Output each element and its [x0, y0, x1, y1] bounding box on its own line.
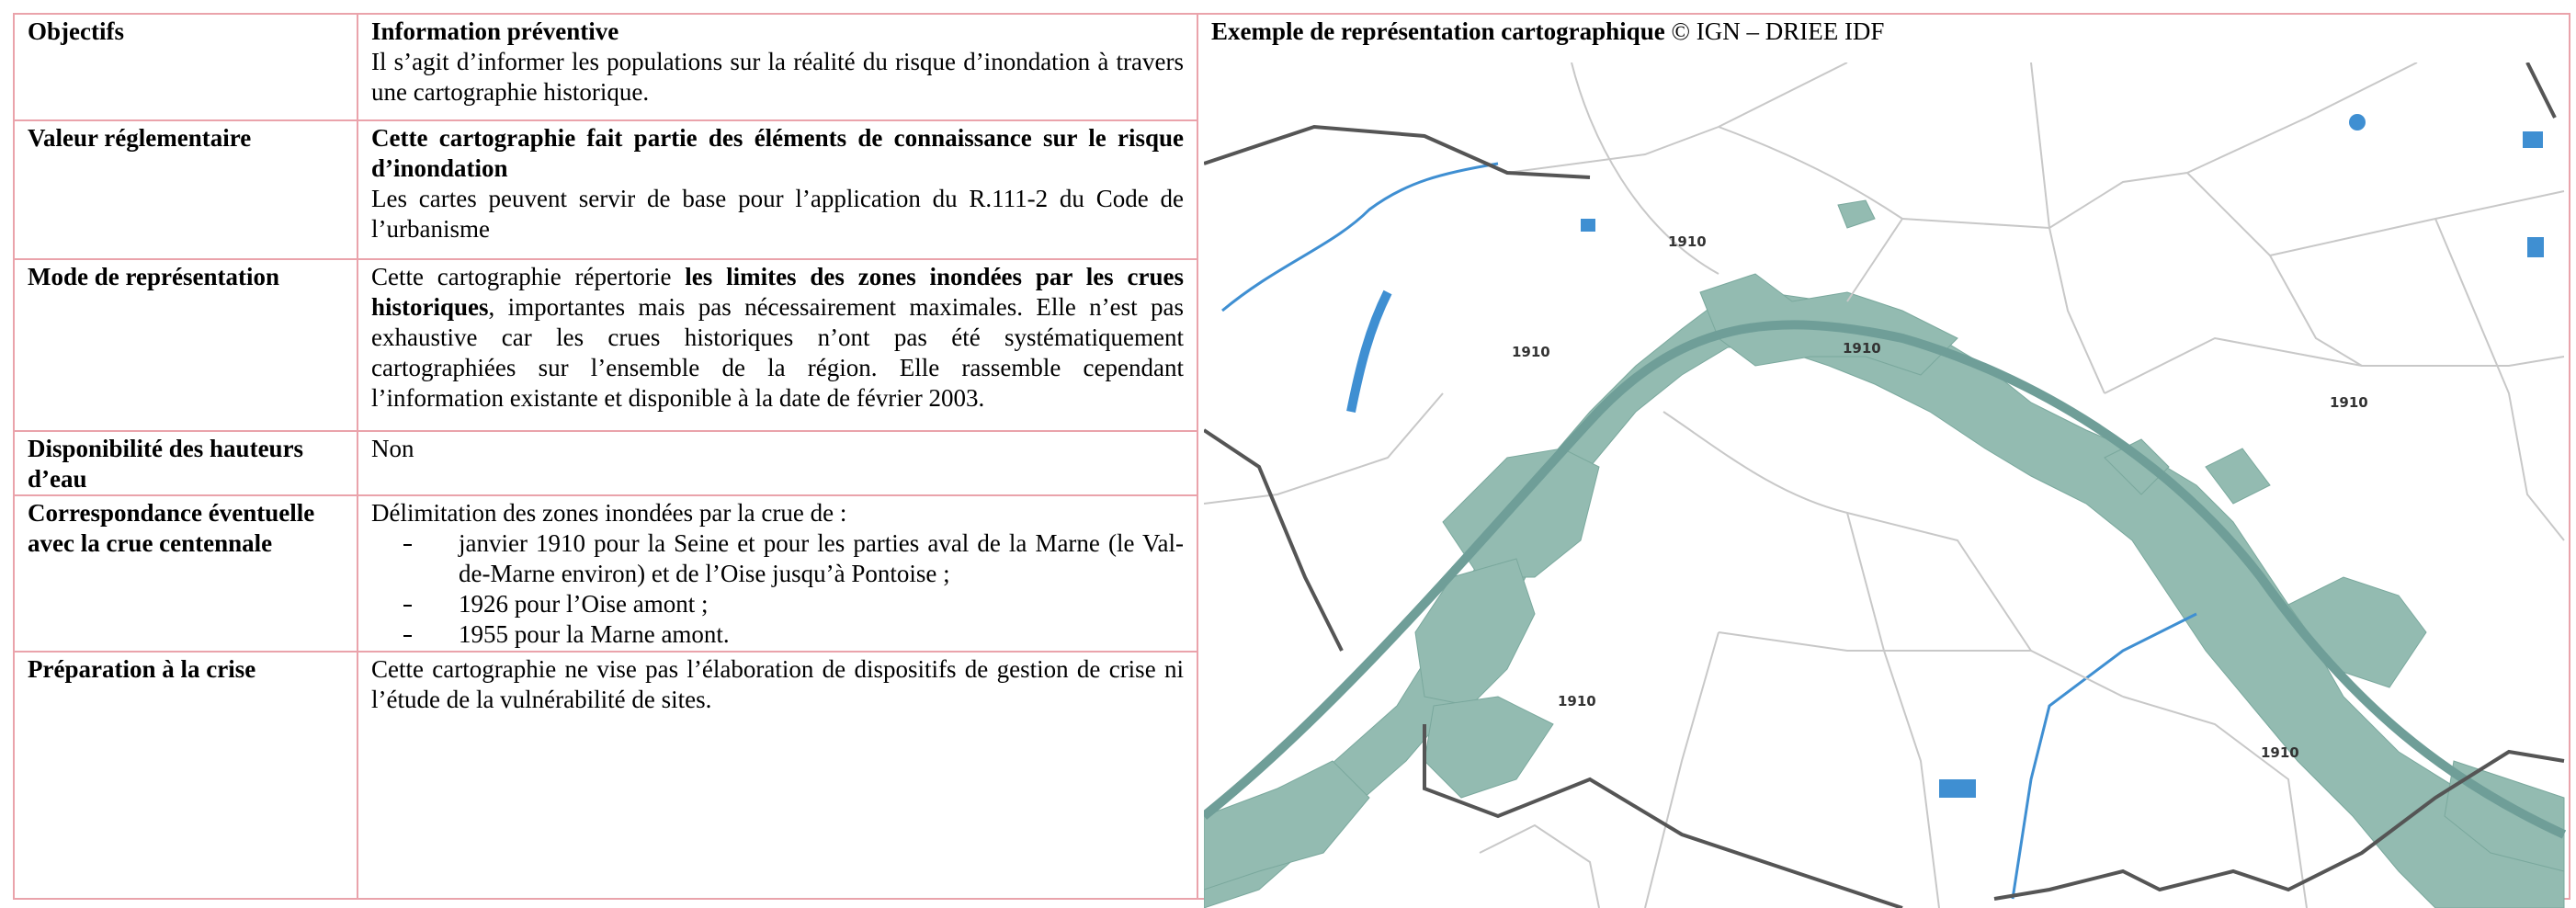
list-item: 1926 pour l’Oise amont ;	[403, 589, 1184, 619]
cell-emphasis: les limites des zones inondées par les c…	[371, 263, 1184, 321]
item-text: 1926 pour l’Oise amont ;	[459, 590, 709, 618]
map-label: 1910	[1668, 233, 1707, 250]
map-label: 1910	[2330, 394, 2368, 411]
cell: Information préventive Il s’agit d’inform…	[357, 13, 1198, 121]
communes	[1204, 62, 2565, 908]
cell-text: Cette cartographie répertorie	[371, 263, 686, 290]
cell-text: Délimitation des zones inondées par la c…	[371, 499, 847, 527]
map-label: 1910	[1843, 340, 1881, 357]
caption-title: Exemple de représentation cartographique	[1211, 17, 1665, 45]
cell-title: Information préventive	[371, 17, 619, 45]
pond	[2523, 131, 2543, 148]
info-table: Objectifs Information préventive Il s’agi…	[13, 13, 2570, 908]
map-label: 1910	[1512, 344, 1550, 360]
row-label: Disponibilité des hauteurs d’eau	[13, 430, 358, 496]
row: Valeur réglementaire Cette cartographie …	[13, 119, 2570, 260]
cell: Cette cartographie ne vise pas l’élabora…	[357, 651, 1198, 900]
cell: Cette cartographie répertorie les limite…	[357, 258, 1198, 432]
stream	[2011, 612, 2197, 900]
cell: Cette cartographie fait partie des éléme…	[357, 119, 1198, 260]
row: Disponibilité des hauteurs d’eau Non	[13, 430, 2570, 496]
dash	[403, 544, 412, 546]
cell-title: Cette cartographie fait partie des éléme…	[371, 124, 1184, 182]
row-label: Préparation à la crise	[13, 651, 358, 900]
item-text: janvier 1910 pour la Seine et pour les p…	[459, 529, 1184, 587]
pond	[2349, 114, 2366, 131]
water-bodies	[1581, 114, 2544, 798]
map-cell: Exemple de représentation cartographique…	[1197, 13, 2570, 908]
row: Objectifs Information préventive Il s’agi…	[13, 13, 2570, 908]
list-item: janvier 1910 pour la Seine et pour les p…	[403, 528, 1184, 589]
dash	[403, 635, 412, 637]
map: 1910 1910 1910 1910 1910 1910	[1204, 62, 2567, 908]
cell-text: , importantes mais pas nécessairement ma…	[371, 293, 1184, 412]
map-label: 1910	[1558, 693, 1596, 709]
seine	[1204, 320, 2567, 839]
caption-credit: © IGN – DRIEE IDF	[1671, 17, 1885, 45]
stream	[1221, 162, 1499, 312]
row-label: Correspondance éventuelle avec la crue c…	[13, 494, 358, 653]
cell-text: Il s’agit d’informer les populations sur…	[371, 48, 1184, 106]
rivers	[1204, 162, 2567, 900]
row: Correspondance éventuelle avec la crue c…	[13, 494, 2570, 653]
item-text: 1955 pour la Marne amont.	[459, 620, 730, 648]
cell: Non	[357, 430, 1198, 496]
basin	[1939, 779, 1976, 798]
list: janvier 1910 pour la Seine et pour les p…	[371, 528, 1184, 650]
pond	[2527, 237, 2544, 257]
cell-text: Les cartes peuvent servir de base pour l…	[371, 185, 1184, 243]
lake	[1346, 289, 1392, 413]
map-label: 1910	[2261, 744, 2299, 761]
row: Préparation à la crise Cette cartographi…	[13, 651, 2570, 900]
dash	[403, 605, 412, 607]
row-label: Valeur réglementaire	[13, 119, 358, 260]
row-label: Mode de représentation	[13, 258, 358, 432]
cell: Délimitation des zones inondées par la c…	[357, 494, 1198, 653]
map-labels: 1910 1910 1910 1910 1910 1910	[1512, 233, 2368, 761]
row: Mode de représentation Cette cartographi…	[13, 258, 2570, 432]
pond	[1581, 219, 1595, 232]
row-label: Objectifs	[13, 13, 358, 121]
list-item: 1955 pour la Marne amont.	[403, 619, 1184, 650]
map-caption: Exemple de représentation cartographique…	[1198, 15, 2569, 49]
departments	[1204, 62, 2565, 908]
